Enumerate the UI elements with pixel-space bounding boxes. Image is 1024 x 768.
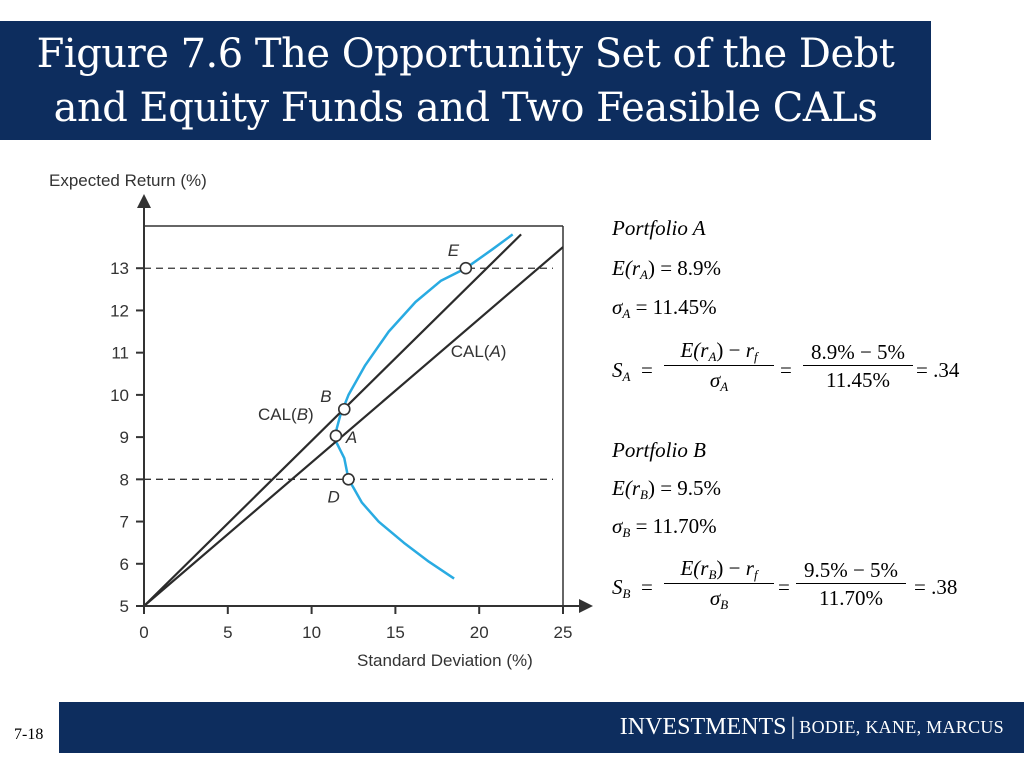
portfolio-a-sharpe-values: 8.9% − 5% 11.45% [803, 340, 913, 393]
y-tick-label-8: 8 [120, 470, 129, 489]
opportunity-set-curve [334, 233, 514, 580]
portfolio-a-sharpe-symbol: SA [612, 358, 631, 384]
portfolio-a-heading: Portfolio A [612, 216, 706, 240]
reference-lines [144, 267, 553, 480]
portfolio-a-std-dev: σA = 11.45% [612, 295, 717, 321]
plot-frame [144, 225, 564, 606]
portfolio-label-E: E [448, 241, 460, 260]
x-axis-arrow [579, 599, 593, 613]
portfolio-point-A [329, 429, 343, 443]
x-tick-label-10: 10 [302, 623, 321, 642]
y-axis-title: Expected Return (%) [49, 171, 207, 190]
portfolio-b-sharpe-values: 9.5% − 5% 11.70% [796, 558, 906, 611]
x-tick-label-5: 5 [223, 623, 232, 642]
footer-brand: INVESTMENTS [619, 714, 787, 740]
portfolio-a-sharpe-result: = .34 [916, 358, 960, 382]
portfolio-point-D [342, 473, 355, 486]
x-tick-label-15: 15 [386, 623, 405, 642]
portfolio-b-sharpe-symbol: SB [612, 575, 631, 601]
portfolio-b-heading: Portfolio B [612, 438, 706, 462]
portfolio-b-eq-2: = [778, 575, 790, 599]
portfolio-point-E [459, 261, 473, 275]
series-layer [144, 233, 563, 606]
portfolio-label-A: A [345, 428, 357, 447]
y-tick-label-10: 10 [110, 386, 129, 405]
annotations: CAL(A) CAL(B) [258, 342, 506, 424]
cal-line-2 [144, 233, 522, 606]
y-axis-arrow [137, 194, 151, 208]
cal-annotation-0: CAL(A) [451, 342, 507, 361]
x-tick-label-25: 25 [554, 623, 573, 642]
portfolio-a-eq-2: = [780, 358, 792, 382]
slide-number: 7-18 [14, 726, 44, 743]
y-tick-label-11: 11 [111, 344, 129, 363]
portfolio-b-expected-return: E(rB) = 9.5% [612, 476, 722, 502]
y-tick-label-7: 7 [120, 513, 129, 532]
x-tick-label-20: 20 [470, 623, 489, 642]
y-tick-label-9: 9 [120, 428, 129, 447]
portfolio-point-B [337, 402, 351, 416]
portfolio-b-eq-1: = [641, 575, 653, 599]
x-axis-title: Standard Deviation (%) [357, 651, 533, 670]
portfolio-label-B: B [320, 387, 331, 406]
cal-annotation-1: CAL(B) [258, 405, 314, 424]
y-tick-label-6: 6 [120, 555, 129, 574]
portfolio-b-std-dev: σB = 11.70% [612, 514, 717, 540]
portfolio-label-D: D [327, 487, 339, 506]
footer-authors: BODIE, KANE, MARCUS [799, 717, 1004, 737]
y-tick-label-13: 13 [110, 259, 129, 278]
portfolio-points: E B A D [320, 241, 473, 506]
title-bar: Figure 7.6 The Opportunity Set of the De… [0, 21, 931, 140]
slide-title: Figure 7.6 The Opportunity Set of the De… [36, 30, 895, 131]
footer-bar: INVESTMENTS | BODIE, KANE, MARCUS [59, 702, 1024, 753]
x-tick-label-0: 0 [139, 623, 148, 642]
portfolio-b-sharpe-fraction: E(rB) − rf σB [664, 556, 774, 613]
y-tick-label-12: 12 [110, 301, 129, 320]
portfolio-a-sharpe-fraction: E(rA) − rf σA [664, 338, 774, 395]
opportunity-set-chart: Expected Return (%) Standard Deviation (… [49, 171, 593, 670]
portfolio-b-sharpe-result: = .38 [914, 575, 958, 599]
portfolio-a-eq-1: = [641, 358, 653, 382]
footer-separator: | [790, 714, 796, 740]
cal-line-1 [144, 246, 563, 606]
portfolio-a-expected-return: E(rA) = 8.9% [612, 256, 722, 282]
y-tick-label-5: 5 [120, 597, 129, 616]
